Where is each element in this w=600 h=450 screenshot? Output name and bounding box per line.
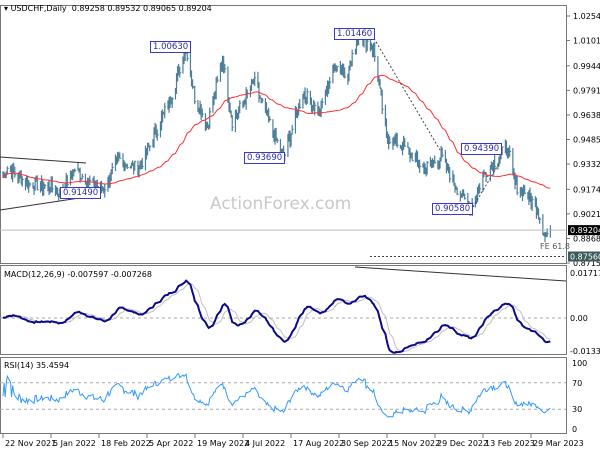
macd-tick-label: 0.00 — [570, 314, 588, 323]
chart-header: ▾ USDCHF,Daily 0.89258 0.89532 0.89065 0… — [4, 4, 212, 13]
x-tick-label: 29 Mar 2023 — [533, 439, 584, 448]
fe-label: FE 61.8 — [540, 242, 571, 251]
macd-title: MACD(12,26,9) -0.007597 -0.007268 — [4, 270, 152, 279]
x-tick-label: 4 Jul 2022 — [245, 439, 285, 448]
x-tick-label: 13 Feb 2023 — [485, 439, 535, 448]
triangle-lower-line — [0, 196, 87, 211]
macd-trendline — [354, 266, 567, 282]
rsi-panel — [0, 357, 567, 434]
symbol-label: USDCHF,Daily — [10, 4, 67, 13]
x-tick-label: 30 Sep 2022 — [341, 439, 392, 448]
x-tick-label: 5 Apr 2022 — [149, 439, 193, 448]
annotation-label: 0.90580 — [432, 203, 474, 215]
y-tick-label: 0.90215 — [573, 210, 600, 219]
annotation-label: 1.00630 — [150, 41, 192, 53]
y-tick-label: 0.87155 — [573, 259, 600, 268]
x-tick-label: 15 Nov 2022 — [389, 439, 440, 448]
level-price-label-box — [568, 251, 600, 262]
macd-panel — [0, 265, 567, 355]
price-panel — [0, 5, 567, 264]
y-tick-label: 0.91745 — [573, 185, 600, 194]
high-value: 0.89532 — [107, 4, 141, 13]
watermark: ActionForex.com — [210, 194, 352, 214]
annotation-label: 0.93690 — [244, 152, 286, 164]
level-price-label: 0.87560 — [570, 253, 600, 262]
rsi-tick-label: 0 — [572, 425, 577, 434]
current-price-label: 0.89204 — [570, 226, 600, 235]
x-tick-label: 29 Dec 2022 — [437, 439, 488, 448]
moving-average-line — [2, 74, 551, 189]
macd-line — [2, 279, 551, 354]
close-value: 0.89204 — [178, 4, 212, 13]
y-tick-label: 1.01015 — [573, 37, 600, 46]
rsi-line — [2, 372, 551, 418]
x-tick-label: 22 Nov 2021 — [5, 439, 56, 448]
open-value: 0.89258 — [71, 4, 105, 13]
y-tick-label: 0.88685 — [573, 234, 600, 243]
macd-signal-line — [2, 283, 551, 353]
projection-line — [472, 161, 501, 208]
low-value: 0.89065 — [143, 4, 177, 13]
annotation-label: 0.91490 — [60, 187, 102, 199]
rsi-title: RSI(14) 35.4594 — [4, 361, 70, 370]
rsi-tick-label: 70 — [572, 379, 582, 388]
rsi-tick-label: 100 — [572, 359, 587, 368]
x-tick-label: 19 May 2022 — [197, 439, 249, 448]
x-tick-label: 18 Feb 2022 — [101, 439, 151, 448]
annotation-label: 0.94390 — [461, 143, 503, 155]
x-tick-label: 5 Jan 2022 — [53, 439, 96, 448]
current-price-label-box — [568, 225, 600, 236]
rsi-tick-label: 30 — [572, 405, 582, 414]
triangle-upper-line — [0, 156, 87, 164]
y-tick-label: 1.02545 — [573, 12, 600, 21]
macd-tick-label: -0.01334 — [570, 347, 600, 356]
macd-tick-label: 0.017176 — [570, 269, 600, 278]
annotation-label: 1.01460 — [334, 28, 376, 40]
x-tick-label: 17 Aug 2022 — [293, 439, 344, 448]
